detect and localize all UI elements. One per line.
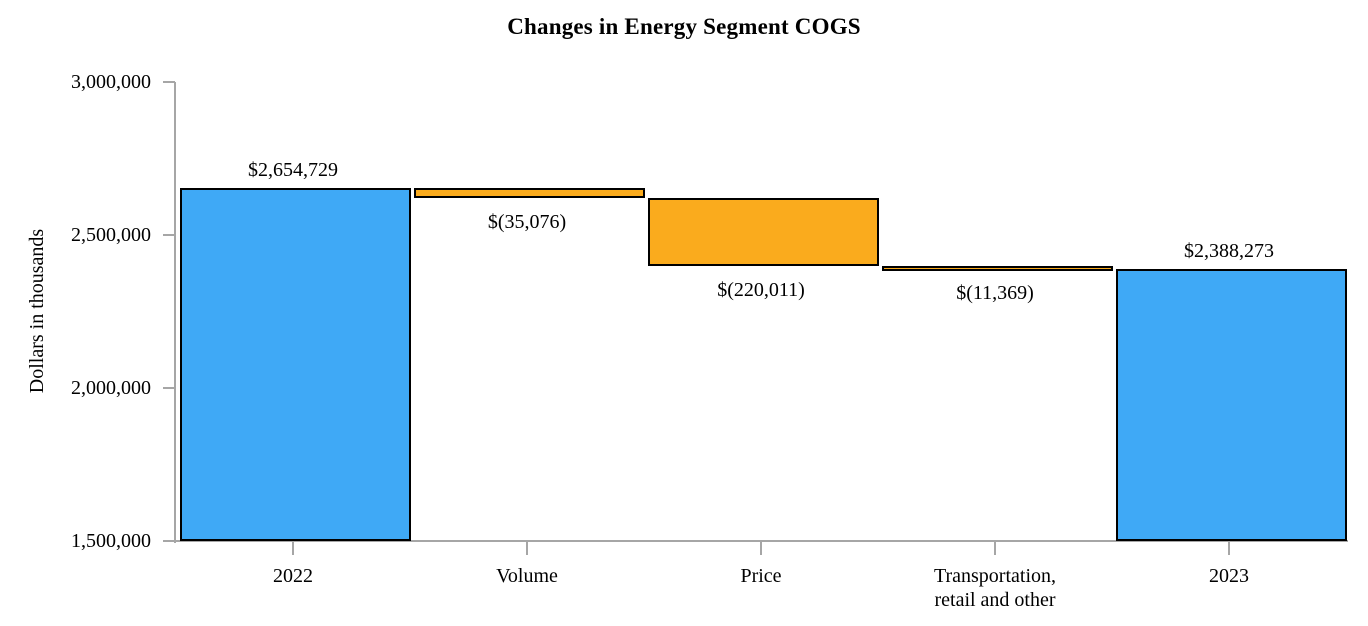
x-tick-label: 2023 [1209, 565, 1249, 587]
y-tick [163, 234, 175, 236]
bar-value-label: $(11,369) [956, 282, 1034, 305]
y-tick-label: 1,500,000 [71, 530, 151, 552]
bar-volume [413, 187, 645, 199]
x-tick [526, 542, 528, 555]
bar-transportation-retail-and-other [881, 265, 1113, 272]
y-tick [163, 81, 175, 83]
x-tick [292, 542, 294, 555]
x-tick [760, 542, 762, 555]
x-axis-line [163, 540, 1348, 542]
x-tick [994, 542, 996, 555]
y-tick-label: 3,000,000 [71, 71, 151, 93]
bar-value-label: $(220,011) [717, 278, 805, 301]
bar-value-label: $(35,076) [487, 211, 567, 234]
x-tick [1228, 542, 1230, 555]
y-tick-label: 2,500,000 [71, 224, 151, 246]
y-axis-line [174, 82, 176, 543]
x-tick-label: Transportation, retail and other [933, 565, 1057, 611]
x-tick-label: 2022 [273, 565, 313, 587]
bar-price [647, 198, 879, 266]
chart-title: Changes in Energy Segment COGS [507, 14, 861, 39]
x-tick-label: Price [740, 565, 782, 587]
x-tick-label: Volume [496, 565, 558, 587]
bar-2022 [179, 187, 411, 541]
bar-2023 [1115, 269, 1347, 541]
bar-value-label: $2,388,273 [1184, 240, 1274, 263]
y-tick-label: 2,000,000 [71, 377, 151, 399]
y-tick [163, 540, 175, 542]
bar-value-label: $2,654,729 [248, 158, 338, 181]
y-tick [163, 387, 175, 389]
